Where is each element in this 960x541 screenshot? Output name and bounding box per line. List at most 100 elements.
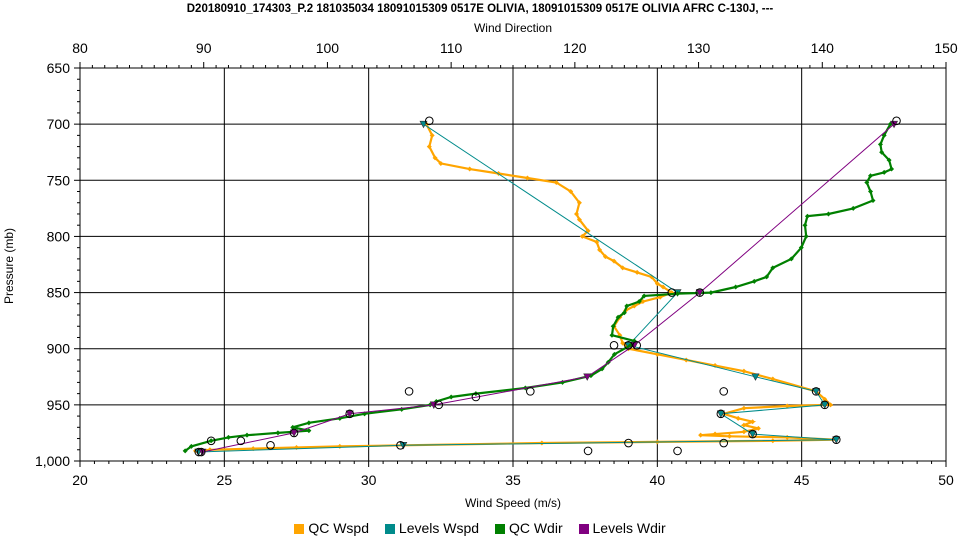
x2-tick-label: 90	[196, 40, 212, 56]
series-point	[624, 303, 630, 309]
x2-tick-label: 100	[316, 40, 340, 56]
circle-marker	[396, 440, 405, 450]
series-point	[448, 394, 454, 400]
series-point	[306, 420, 312, 426]
series-point	[879, 149, 885, 155]
series-point	[641, 293, 647, 299]
series-point	[798, 245, 804, 251]
x2-tick-label: 150	[934, 40, 958, 56]
series-point	[804, 213, 810, 219]
series-point	[426, 144, 432, 150]
circle-marker	[624, 438, 633, 448]
series-point	[868, 189, 874, 195]
series-point	[429, 132, 435, 138]
series-point	[751, 278, 757, 284]
series-point	[716, 410, 725, 418]
series-point	[708, 290, 714, 296]
series-point	[275, 430, 281, 436]
series-point	[832, 436, 841, 444]
series-point	[576, 217, 582, 223]
legend-swatch	[578, 524, 589, 534]
x2-tick-label: 140	[811, 40, 835, 56]
series-point	[803, 233, 809, 239]
x-tick-label: 35	[505, 472, 521, 488]
legend-label: Levels Wspd	[398, 520, 480, 536]
series-point	[524, 175, 530, 181]
y-tick-label: 800	[47, 228, 71, 244]
circle-marker	[719, 438, 729, 448]
circle-marker	[695, 288, 705, 297]
series-point	[877, 141, 883, 147]
series-point	[576, 200, 582, 206]
series-point	[620, 340, 626, 346]
legend-label: Levels Wdir	[592, 520, 666, 536]
y-tick-label: 700	[47, 116, 71, 132]
series-point	[602, 254, 608, 260]
circle-marker	[719, 387, 729, 396]
series-point	[188, 443, 194, 449]
series-point	[727, 433, 732, 439]
legend-label: QC Wdir	[508, 520, 563, 536]
legend-item-qc-wdir: QC Wdir	[494, 520, 563, 536]
x2-tick-label: 120	[563, 40, 587, 56]
series-point	[290, 424, 296, 430]
circle-marker	[289, 428, 299, 438]
x-tick-label: 40	[650, 472, 666, 488]
series-point	[594, 239, 600, 245]
x-tick-label: 50	[938, 472, 954, 488]
series-line-0	[195, 123, 837, 452]
series-point	[828, 402, 834, 408]
series-point	[553, 180, 559, 186]
circle-marker	[196, 447, 206, 457]
series-point	[850, 205, 856, 211]
series-point	[615, 314, 621, 320]
circle-marker	[404, 387, 414, 396]
circle-marker	[673, 446, 682, 456]
series-point	[438, 160, 444, 166]
series-point	[660, 284, 666, 290]
series-point	[751, 373, 760, 381]
series-point	[886, 157, 892, 163]
series-point	[802, 222, 808, 228]
series-point	[868, 173, 874, 179]
circle-marker	[236, 436, 246, 446]
x2-tick-label: 110	[440, 40, 463, 56]
legend-label: QC Wspd	[308, 520, 370, 536]
circle-marker	[526, 387, 535, 396]
series-point	[290, 429, 299, 438]
circle-marker	[624, 341, 633, 350]
series-point	[620, 265, 626, 271]
x-tick-label: 30	[361, 472, 377, 488]
circle-marker	[609, 341, 619, 350]
series-point	[583, 373, 592, 381]
series-point	[621, 310, 627, 316]
series-point	[579, 233, 585, 239]
series-point	[784, 403, 790, 409]
circle-marker	[583, 446, 593, 456]
x2-tick-label: 130	[687, 40, 711, 56]
series-point	[649, 274, 655, 280]
y-tick-label: 750	[47, 172, 71, 188]
legend: QC Wspd Levels Wspd QC Wdir Levels Wdir	[0, 520, 960, 536]
series-point	[748, 430, 757, 439]
x-tick-label: 25	[217, 472, 233, 488]
circle-marker	[471, 392, 481, 402]
series-point	[419, 120, 428, 129]
series-point	[306, 428, 312, 434]
circle-marker	[832, 435, 841, 444]
circle-marker	[820, 400, 830, 410]
series-point	[432, 155, 438, 161]
x-tick-label: 20	[72, 472, 88, 488]
y-tick-label: 650	[47, 60, 71, 76]
legend-item-qc-wspd: QC Wspd	[294, 520, 369, 536]
series-point	[225, 434, 231, 440]
x-tick-label: 45	[794, 472, 810, 488]
series-point	[735, 415, 741, 421]
circle-marker	[811, 387, 821, 396]
y-tick-label: 1,000	[35, 453, 70, 469]
series-point	[712, 431, 718, 437]
series-point	[611, 351, 617, 357]
series-point	[764, 274, 770, 280]
series-point	[788, 256, 794, 262]
